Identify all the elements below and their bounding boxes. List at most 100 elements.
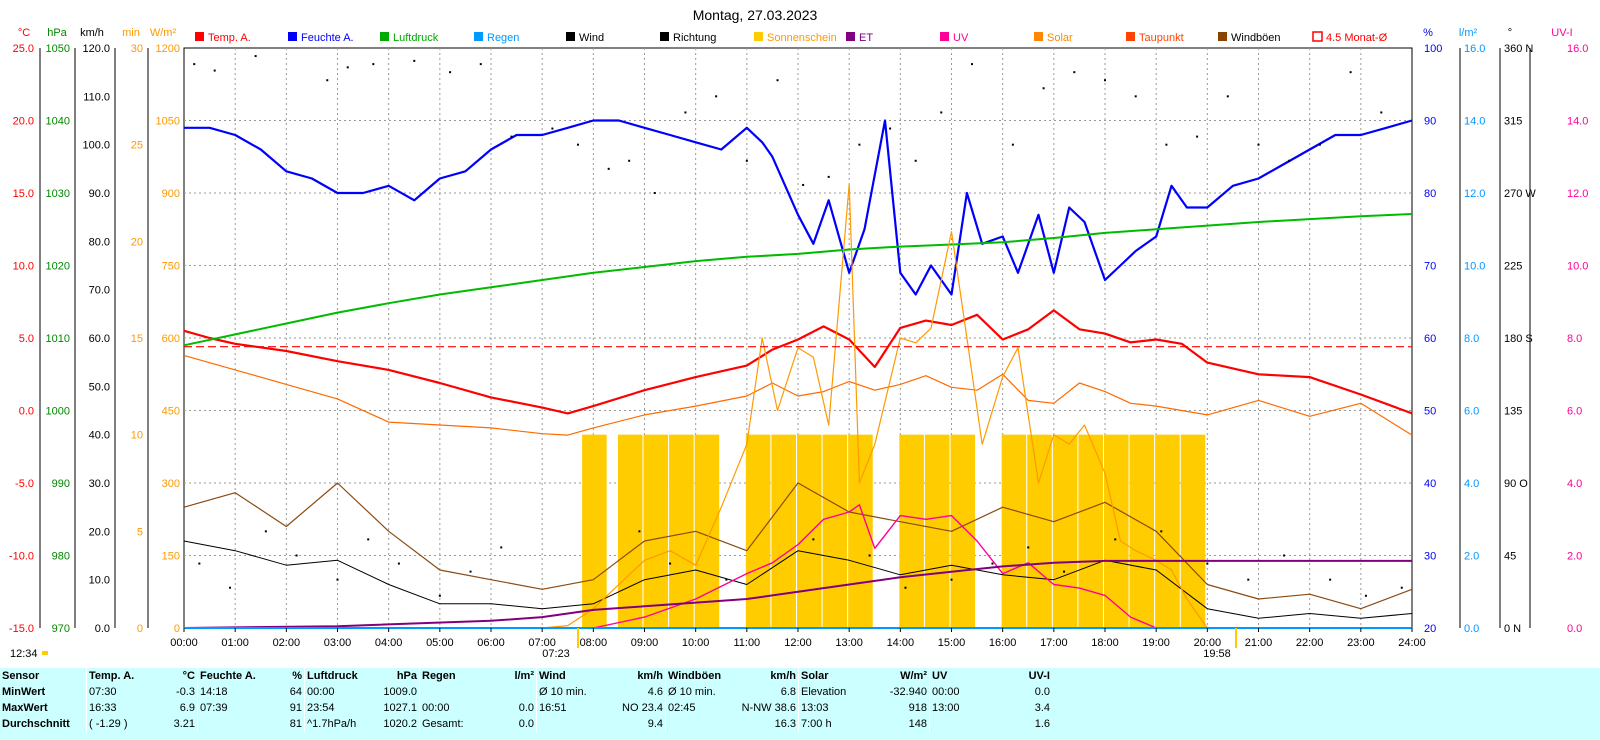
- axis-direction-tick: 90 O: [1504, 478, 1528, 490]
- direction-point: [229, 586, 232, 589]
- sunshine-bar: [643, 434, 669, 628]
- legend-swatch: [754, 32, 763, 41]
- sunshine-bar: [694, 434, 720, 628]
- axis-wind-tick: 120.0: [82, 43, 110, 55]
- x-tick-label: 12:00: [784, 637, 812, 649]
- axis-rain-tick: 16.0: [1464, 43, 1485, 55]
- x-tick-label: 18:00: [1091, 637, 1119, 649]
- axis-solar-tick: 0: [174, 623, 180, 635]
- legend-label: Luftdruck: [393, 32, 439, 44]
- stats-cell: 00:00: [929, 684, 994, 700]
- direction-point: [1349, 71, 1352, 74]
- axis-humidity-tick: 20: [1424, 623, 1436, 635]
- direction-point: [326, 79, 329, 82]
- axis-wind-tick: 100.0: [82, 140, 110, 152]
- axis-temp-tick: -10.0: [9, 551, 34, 563]
- legend-label: UV: [953, 32, 969, 44]
- axes: 25.0 20.0 15.0 10.0 5.0 0.0 -5.0 -10.0 -15.0 °C 10…: [9, 27, 1589, 635]
- axis-pressure-unit: hPa: [47, 27, 67, 39]
- direction-point: [858, 143, 861, 146]
- axis-wind-tick: 10.0: [89, 575, 110, 587]
- axis-uv-tick: 6.0: [1567, 406, 1582, 418]
- axis-solar-tick: 150: [162, 551, 180, 563]
- direction-point: [254, 55, 257, 58]
- axis-wind-tick: 30.0: [89, 478, 110, 490]
- direction-point: [198, 562, 201, 565]
- stats-cell: 64: [289, 686, 302, 698]
- direction-point: [1283, 554, 1286, 557]
- legend-label: ET: [859, 32, 873, 44]
- axis-pressure-tick: 1040: [46, 116, 70, 128]
- direction-point: [346, 66, 349, 69]
- axis-humidity-tick: 50: [1424, 406, 1436, 418]
- axis-sunshine-tick: 25: [131, 140, 143, 152]
- direction-point: [1165, 143, 1168, 146]
- stats-header-cell: Luftdruck: [304, 668, 371, 684]
- x-tick-label: 11:00: [733, 637, 760, 649]
- stats-cell: 02:45: [665, 700, 736, 716]
- x-tick-label: 05:00: [426, 637, 454, 649]
- stats-cell: 16:33: [86, 700, 153, 716]
- stats-cell: 13:03: [798, 700, 873, 716]
- axis-solar-tick: 450: [162, 406, 180, 418]
- direction-point: [438, 594, 441, 597]
- axis-direction-tick: 315: [1504, 116, 1522, 128]
- axis-uv-tick: 12.0: [1567, 188, 1588, 200]
- axis-wind-tick: 40.0: [89, 430, 110, 442]
- stats-cell: ( -1.29 ): [86, 716, 153, 732]
- stats-cell: [536, 716, 603, 732]
- legend-swatch: [474, 32, 483, 41]
- time-marker: [42, 651, 48, 655]
- stats-cell: N-NW 38.6: [741, 702, 796, 714]
- axis-wind-tick: 50.0: [89, 381, 110, 393]
- axis-direction-tick: 225: [1504, 261, 1522, 273]
- axis-temp-tick: 10.0: [13, 261, 34, 273]
- sunshine-bar: [1155, 434, 1180, 628]
- x-tick-label: 08:00: [580, 637, 608, 649]
- stats-cell: [929, 716, 994, 732]
- sunshine-bar: [771, 434, 796, 628]
- stats-header-cell: km/h: [770, 670, 796, 682]
- sunshine-bar: [1078, 434, 1103, 628]
- sunshine-bar: [950, 434, 976, 628]
- x-tick-label: 22:00: [1296, 637, 1324, 649]
- x-tick-label: 16:00: [989, 637, 1017, 649]
- direction-point: [449, 71, 452, 74]
- stats-cell: -32.940: [889, 686, 927, 698]
- direction-point: [1160, 530, 1163, 533]
- legend-label: Wind: [579, 32, 604, 44]
- direction-point: [638, 530, 641, 533]
- stats-cell: 1027.1: [383, 702, 417, 714]
- sunshine-bars: [582, 434, 1206, 628]
- direction-point: [715, 95, 718, 98]
- stats-header-cell: Feuchte A.: [197, 668, 260, 684]
- axis-rain-tick: 2.0: [1464, 551, 1479, 563]
- stats-header-cell: W/m²: [900, 670, 927, 682]
- sunshine-bar: [1052, 434, 1078, 628]
- x-tick-label: 00:00: [170, 637, 198, 649]
- direction-point: [1027, 546, 1030, 549]
- stats-cell: [665, 716, 736, 732]
- direction-point: [469, 570, 472, 573]
- stats-cell: NO 23.4: [622, 702, 663, 714]
- direction-point: [1042, 87, 1045, 90]
- axis-wind-tick: 0.0: [95, 623, 110, 635]
- direction-point: [336, 578, 339, 581]
- axis-wind-tick: 110.0: [83, 91, 110, 103]
- stats-header-cell: l/m²: [514, 670, 534, 682]
- direction-point: [1318, 143, 1321, 146]
- stats-header-cell: Temp. A.: [86, 668, 153, 684]
- stats-header-cell: Wind: [536, 668, 603, 684]
- axis-solar-tick: 900: [162, 188, 180, 200]
- stats-cell: 07:30: [86, 684, 153, 700]
- direction-point: [1196, 135, 1199, 138]
- stats-header-cell: Solar: [798, 668, 873, 684]
- direction-point: [1400, 586, 1403, 589]
- axis-humidity-tick: 60: [1424, 333, 1436, 345]
- stats-cell: 9.4: [647, 718, 663, 730]
- x-tick-label: 20:00: [1194, 637, 1222, 649]
- direction-point: [1247, 578, 1250, 581]
- direction-point: [904, 586, 907, 589]
- axis-sunshine-tick: 10: [131, 430, 143, 442]
- direction-point: [970, 63, 973, 66]
